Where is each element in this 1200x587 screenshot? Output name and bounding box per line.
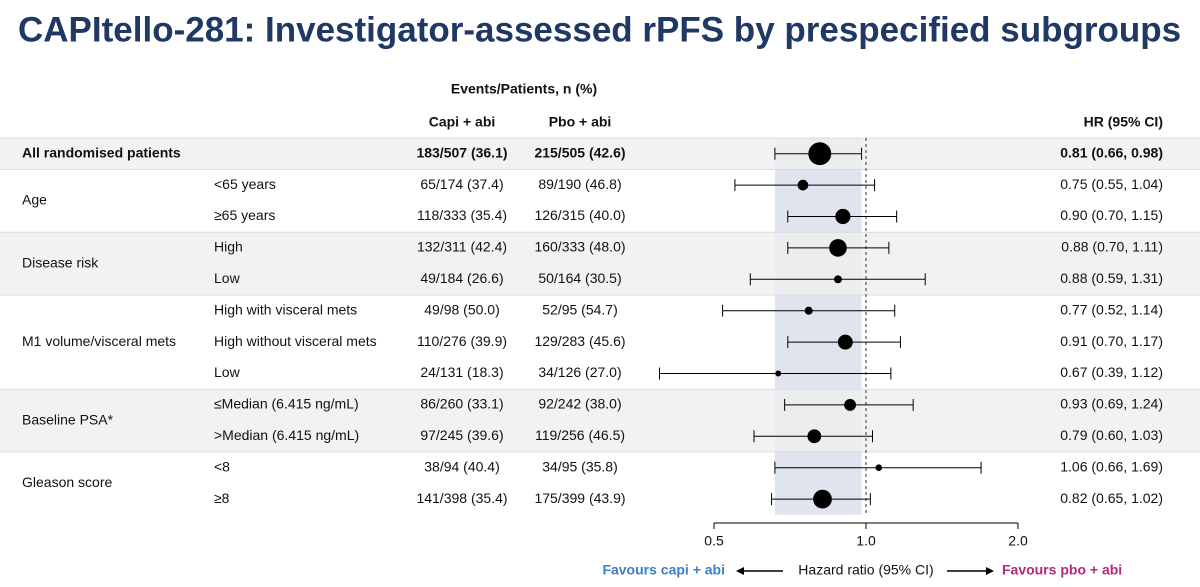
subgroup-label: <65 years <box>214 176 276 192</box>
hr-label: 0.88 (0.70, 1.11) <box>1061 239 1163 255</box>
hr-label: 0.75 (0.55, 1.04) <box>1060 176 1163 192</box>
pbo-cell: 52/95 (54.7) <box>542 301 618 317</box>
capi-cell: 49/98 (50.0) <box>424 301 500 317</box>
group-label: Age <box>22 192 47 208</box>
hr-label: 0.67 (0.39, 1.12) <box>1060 364 1163 380</box>
group-band <box>0 138 1200 170</box>
hr-point <box>829 239 847 257</box>
hr-point <box>844 398 857 411</box>
capi-cell: 38/94 (40.4) <box>424 458 500 474</box>
subgroup-label: High <box>214 239 243 255</box>
group-label: M1 volume/visceral mets <box>22 333 176 349</box>
pbo-cell: 129/283 (45.6) <box>534 333 625 349</box>
hr-label: 0.88 (0.59, 1.31) <box>1060 270 1163 286</box>
x-axis-label: Hazard ratio (95% CI) <box>798 562 933 578</box>
subgroup-label: >Median (6.415 ng/mL) <box>214 427 359 443</box>
group-label: Gleason score <box>22 474 112 490</box>
subgroup-label: Low <box>214 270 241 286</box>
hr-point <box>804 306 813 315</box>
group-label: Baseline PSA* <box>22 411 114 427</box>
hr-point <box>837 334 853 350</box>
hr-label: 0.77 (0.52, 1.14) <box>1060 301 1163 317</box>
hr-label: 0.93 (0.69, 1.24) <box>1060 396 1163 412</box>
hr-label: 0.79 (0.60, 1.03) <box>1060 427 1163 443</box>
subgroup-label: Low <box>214 364 241 380</box>
hr-label: 1.06 (0.66, 1.69) <box>1060 458 1163 474</box>
favours-right: Favours pbo + abi <box>1002 562 1122 578</box>
group-label: Disease risk <box>22 254 99 270</box>
x-tick-label: 2.0 <box>1008 533 1028 549</box>
pbo-cell: 34/95 (35.8) <box>542 458 618 474</box>
hr-point <box>797 179 809 191</box>
capi-cell: 86/260 (33.1) <box>420 396 503 412</box>
hr-label: 0.82 (0.65, 1.02) <box>1060 490 1163 506</box>
group-band <box>0 232 1200 295</box>
group-band <box>0 389 1200 452</box>
capi-cell: 65/174 (37.4) <box>420 176 503 192</box>
x-tick-label: 1.0 <box>856 533 876 549</box>
hr-point <box>875 464 883 472</box>
capi-cell: 97/245 (39.6) <box>420 427 503 443</box>
x-tick-label: 0.5 <box>704 533 724 549</box>
column-header: Events/Patients, n (%) <box>451 81 597 97</box>
pbo-cell: 175/399 (43.9) <box>534 490 625 506</box>
capi-cell: 24/131 (18.3) <box>420 364 503 380</box>
capi-cell: 183/507 (36.1) <box>416 144 507 160</box>
hr-point <box>807 429 822 444</box>
pbo-cell: 50/164 (30.5) <box>538 270 621 286</box>
capi-cell: 49/184 (26.6) <box>420 270 503 286</box>
arrow-head <box>986 567 994 575</box>
pbo-cell: 160/333 (48.0) <box>534 239 625 255</box>
hr-label: 0.81 (0.66, 0.98) <box>1060 144 1163 160</box>
hr-label: 0.91 (0.70, 1.17) <box>1060 333 1163 349</box>
ci-shade <box>774 138 862 515</box>
pbo-cell: 92/242 (38.0) <box>538 396 621 412</box>
hr-point <box>813 489 832 509</box>
column-header: HR (95% CI) <box>1084 114 1163 130</box>
subgroup-label: ≥65 years <box>214 207 275 223</box>
hr-point <box>835 208 851 225</box>
group-label: All randomised patients <box>22 144 181 160</box>
capi-cell: 141/398 (35.4) <box>416 490 507 506</box>
pbo-cell: 119/256 (46.5) <box>535 427 625 443</box>
subgroup-label: <8 <box>214 458 230 474</box>
subgroup-label: High without visceral mets <box>214 333 377 349</box>
hr-point <box>775 370 782 377</box>
capi-cell: 118/333 (35.4) <box>417 207 507 223</box>
subgroup-label: ≥8 <box>214 490 230 506</box>
subgroup-label: High with visceral mets <box>214 301 357 317</box>
column-header: Pbo + abi <box>549 114 612 130</box>
capi-cell: 132/311 (42.4) <box>417 239 507 255</box>
pbo-cell: 89/190 (46.8) <box>538 176 621 192</box>
capi-cell: 110/276 (39.9) <box>417 333 507 349</box>
subgroup-label: ≤Median (6.415 ng/mL) <box>214 396 359 412</box>
hr-point <box>808 142 832 166</box>
pbo-cell: 126/315 (40.0) <box>534 207 625 223</box>
pbo-cell: 215/505 (42.6) <box>534 144 625 160</box>
chart-title: CAPItello-281: Investigator-assessed rPF… <box>18 10 1181 49</box>
pbo-cell: 34/126 (27.0) <box>538 364 621 380</box>
hr-label: 0.90 (0.70, 1.15) <box>1060 207 1163 223</box>
favours-left: Favours capi + abi <box>602 562 725 578</box>
column-header: Capi + abi <box>429 114 496 130</box>
hr-point <box>833 275 842 284</box>
arrow-head <box>736 567 744 575</box>
